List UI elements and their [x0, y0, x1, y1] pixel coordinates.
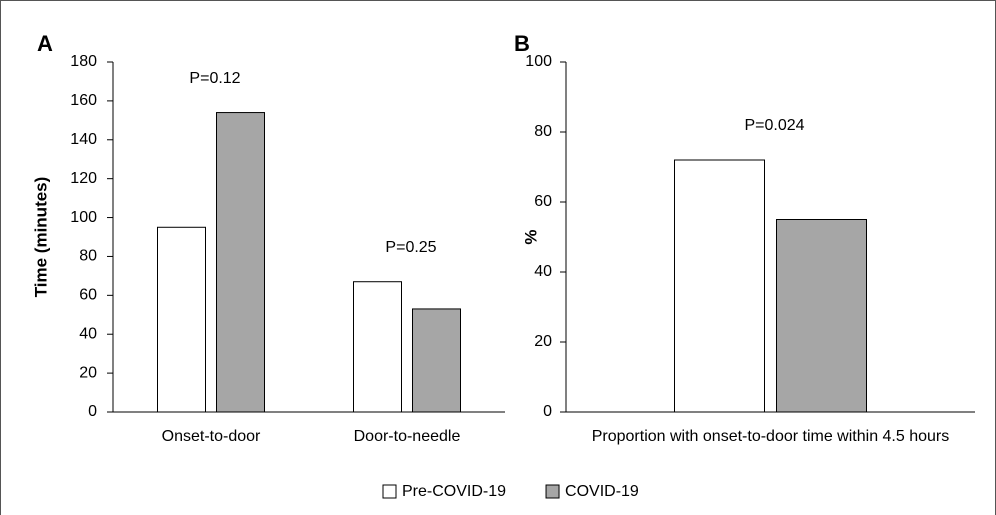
legend-label: COVID-19	[565, 483, 639, 500]
y-tick-label: 0	[88, 403, 97, 420]
y-tick-label: 40	[534, 263, 552, 280]
legend-swatch	[545, 484, 560, 499]
p-value-annotation: P=0.12	[189, 70, 240, 87]
y-tick-label: 0	[543, 403, 552, 420]
y-tick-label: 20	[534, 333, 552, 350]
y-tick-label: 180	[70, 53, 97, 70]
panel-label: B	[514, 31, 530, 56]
y-tick-label: 140	[70, 131, 97, 148]
bar	[412, 308, 461, 413]
y-tick-label: 80	[79, 248, 97, 265]
y-tick-label: 120	[70, 170, 97, 187]
panel-label: A	[37, 31, 53, 56]
bar	[216, 112, 265, 413]
y-tick-label: 100	[70, 209, 97, 226]
y-tick-label: 60	[79, 287, 97, 304]
bar	[353, 281, 402, 413]
y-tick-label: 100	[525, 53, 552, 70]
bar	[776, 219, 867, 413]
y-axis-label: Time (minutes)	[31, 177, 50, 298]
legend-label: Pre-COVID-19	[402, 483, 506, 500]
x-tick-label: Onset-to-door	[161, 428, 261, 445]
x-tick-label: Door-to-needle	[353, 428, 461, 445]
legend-swatch	[382, 484, 397, 499]
y-axis-label: %	[521, 229, 540, 244]
y-tick-label: 20	[79, 364, 97, 381]
x-tick-label: Proportion with onset-to-door time withi…	[591, 428, 950, 445]
bar	[157, 226, 206, 413]
y-tick-label: 60	[534, 193, 552, 210]
y-tick-label: 40	[79, 325, 97, 342]
y-tick-label: 160	[70, 92, 97, 109]
bar	[674, 159, 765, 413]
y-tick-label: 80	[534, 123, 552, 140]
p-value-annotation: P=0.25	[385, 239, 436, 256]
p-value-annotation: P=0.024	[744, 117, 804, 134]
